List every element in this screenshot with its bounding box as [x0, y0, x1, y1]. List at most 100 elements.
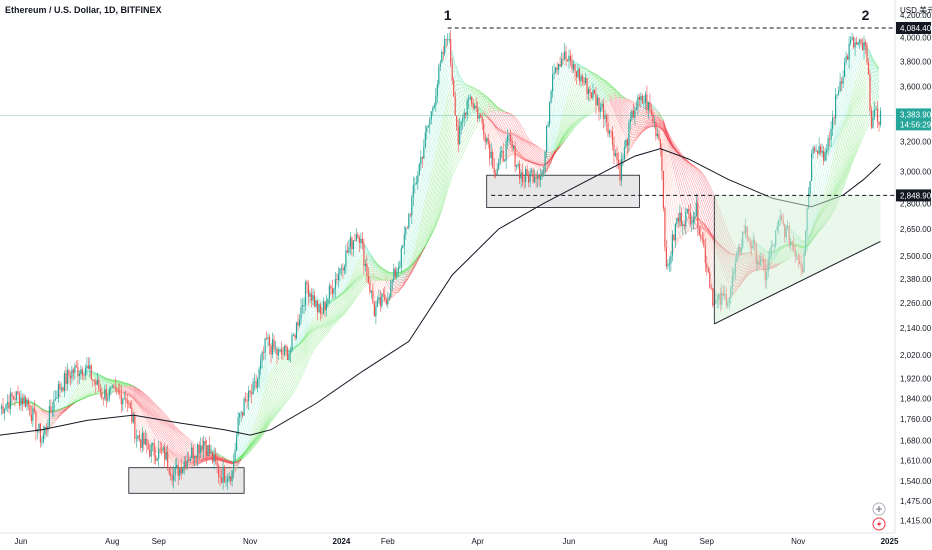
- candle-body: [48, 406, 50, 427]
- ribbon-segment: [559, 127, 565, 141]
- ribbon-segment: [348, 279, 354, 288]
- ribbon-segment: [115, 383, 120, 388]
- ribbon-segment: [245, 435, 251, 450]
- ribbon-segment: [618, 140, 624, 154]
- ribbon-segment: [11, 402, 17, 405]
- ribbon-segment: [461, 86, 466, 89]
- ribbon-segment: [487, 128, 493, 145]
- ribbon-segment: [613, 126, 619, 142]
- ribbon-segment: [213, 450, 219, 455]
- ribbon-segment: [555, 134, 561, 150]
- ribbon-segment: [133, 402, 139, 414]
- ribbon-segment: [398, 278, 404, 289]
- ribbon-segment: [577, 67, 583, 74]
- ribbon-segment: [622, 124, 628, 132]
- ribbon-segment: [510, 148, 516, 151]
- ribbon-segment: [523, 176, 529, 179]
- ribbon-segment: [16, 401, 22, 403]
- ribbon-segment: [321, 299, 327, 305]
- ribbon-segment: [860, 55, 866, 66]
- ribbon-segment: [564, 98, 570, 116]
- ribbon-segment: [869, 72, 875, 117]
- ribbon-segment: [613, 112, 619, 125]
- ribbon-segment: [398, 286, 404, 292]
- ribbon-segment: [550, 144, 556, 162]
- ribbon-segment: [586, 79, 592, 87]
- ribbon-segment: [546, 145, 552, 169]
- ribbon-segment: [353, 249, 359, 259]
- ribbon-segment: [636, 117, 642, 135]
- ribbon-segment: [70, 394, 76, 404]
- ribbon-segment: [258, 388, 264, 405]
- ribbon-segment: [681, 220, 687, 229]
- ribbon-segment: [559, 93, 565, 116]
- ribbon-segment: [604, 88, 610, 97]
- ribbon-segment: [833, 122, 839, 141]
- ribbon-segment: [573, 61, 579, 69]
- ribbon-segment: [312, 298, 318, 304]
- ribbon-segment: [258, 374, 264, 388]
- ribbon-segment: [519, 161, 525, 175]
- ribbon-segment: [321, 308, 327, 315]
- ribbon-segment: [61, 410, 67, 413]
- ribbon-segment: [38, 410, 44, 420]
- ribbon-segment: [524, 159, 529, 161]
- ribbon-segment: [263, 341, 269, 359]
- ribbon-segment: [685, 215, 691, 228]
- ribbon-segment: [177, 465, 183, 471]
- ribbon-segment: [474, 103, 480, 113]
- ribbon-segment: [595, 86, 601, 93]
- ribbon-segment: [402, 279, 408, 284]
- ribbon-segment: [366, 262, 372, 286]
- ribbon-segment: [375, 261, 381, 269]
- ribbon-segment: [227, 460, 233, 464]
- ribbon-segment: [690, 217, 695, 219]
- ribbon-segment: [667, 169, 673, 203]
- ribbon-segment: [159, 430, 165, 437]
- ribbon-segment: [618, 109, 624, 120]
- ribbon-segment: [487, 117, 493, 123]
- ribbon-segment: [97, 374, 103, 380]
- ribbon-segment: [685, 183, 691, 197]
- ribbon-segment: [411, 218, 417, 241]
- ribbon-segment: [429, 154, 435, 175]
- ribbon-segment: [74, 398, 80, 403]
- ribbon-segment: [833, 143, 839, 165]
- ribbon-segment: [627, 125, 633, 130]
- ribbon-segment: [451, 84, 457, 90]
- ribbon-segment: [425, 141, 431, 163]
- ribbon-segment: [582, 66, 588, 70]
- ribbon-segment: [38, 407, 44, 415]
- ribbon-segment: [124, 390, 129, 395]
- ribbon-segment: [510, 138, 516, 151]
- ribbon-segment: [128, 395, 134, 403]
- ribbon-segment: [514, 145, 520, 162]
- ribbon-segment: [856, 50, 862, 62]
- ribbon-segment: [61, 409, 67, 413]
- ribbon-segment: [254, 390, 260, 401]
- ribbon-segment: [649, 102, 655, 110]
- ribbon-segment: [115, 382, 120, 386]
- ribbon-segment: [550, 100, 556, 139]
- candle-body: [15, 391, 18, 400]
- ribbon-segment: [685, 206, 691, 220]
- ribbon-segment: [146, 429, 152, 440]
- ribbon-segment: [658, 111, 664, 126]
- ribbon-segment: [308, 319, 314, 329]
- ribbon-segment: [461, 92, 466, 97]
- ribbon-segment: [676, 223, 682, 239]
- ribbon-segment: [416, 222, 422, 243]
- ribbon-segment: [407, 225, 413, 249]
- ribbon-segment: [353, 265, 359, 276]
- ribbon-segment: [52, 419, 58, 424]
- ribbon-segment: [281, 359, 287, 366]
- ribbon-segment: [645, 102, 651, 105]
- ribbon-segment: [205, 459, 210, 462]
- candle-body: [5, 404, 7, 410]
- ribbon-segment: [510, 138, 516, 145]
- ribbon-segment: [88, 374, 93, 379]
- ribbon-segment: [438, 77, 444, 102]
- ribbon-segment: [312, 319, 318, 325]
- ribbon-segment: [478, 90, 484, 98]
